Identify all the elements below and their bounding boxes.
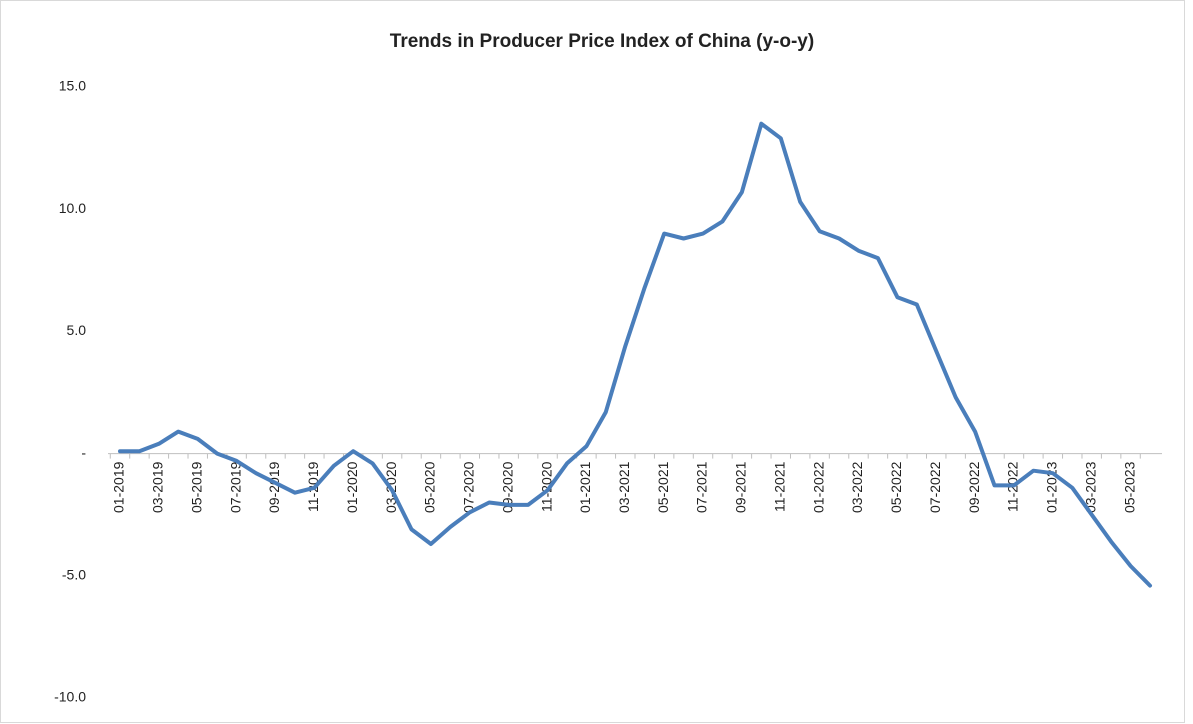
y-tick-label: 5.0 bbox=[67, 322, 87, 338]
x-tick-label: 07-2019 bbox=[227, 461, 243, 513]
x-tick-label: 01-2019 bbox=[111, 461, 127, 513]
x-tick-label: 09-2019 bbox=[266, 461, 282, 513]
x-tick-label: 11-2021 bbox=[771, 461, 787, 512]
data-line bbox=[118, 121, 1152, 588]
chart-title: Trends in Producer Price Index of China … bbox=[390, 31, 814, 52]
x-tick-label: 07-2022 bbox=[927, 461, 943, 513]
x-tick-label: 07-2021 bbox=[694, 461, 710, 513]
x-tick-label: 05-2022 bbox=[888, 461, 904, 513]
y-tick-label: 10.0 bbox=[59, 200, 86, 216]
x-tick-label: 09-2020 bbox=[499, 461, 515, 513]
x-tick-label: 05-2021 bbox=[655, 461, 671, 513]
x-tick-label: 03-2022 bbox=[849, 461, 865, 513]
x-tick-label: 01-2022 bbox=[810, 461, 826, 513]
x-tick-label: 03-2023 bbox=[1082, 461, 1098, 513]
x-tick-label: 01-2021 bbox=[577, 461, 593, 513]
x-tick-label: 05-2020 bbox=[422, 461, 438, 513]
x-tick-label: 05-2023 bbox=[1121, 461, 1137, 513]
y-tick-label: -5.0 bbox=[62, 567, 86, 583]
y-tick-label: -10.0 bbox=[54, 689, 86, 705]
x-tick-label: 01-2023 bbox=[1044, 461, 1060, 513]
x-tick-label: 11-2020 bbox=[538, 461, 554, 512]
x-tick-label: 05-2019 bbox=[188, 461, 204, 513]
y-tick-label: 15.0 bbox=[59, 78, 86, 94]
x-tick-label: 09-2021 bbox=[733, 461, 749, 513]
x-tick-label: 09-2022 bbox=[966, 461, 982, 513]
x-tick-label: 01-2020 bbox=[344, 461, 360, 513]
x-tick-label: 07-2020 bbox=[461, 461, 477, 513]
y-tick-label: - bbox=[81, 444, 86, 460]
x-tick-label: 03-2021 bbox=[616, 461, 632, 513]
x-tick-label: 03-2019 bbox=[150, 461, 166, 513]
